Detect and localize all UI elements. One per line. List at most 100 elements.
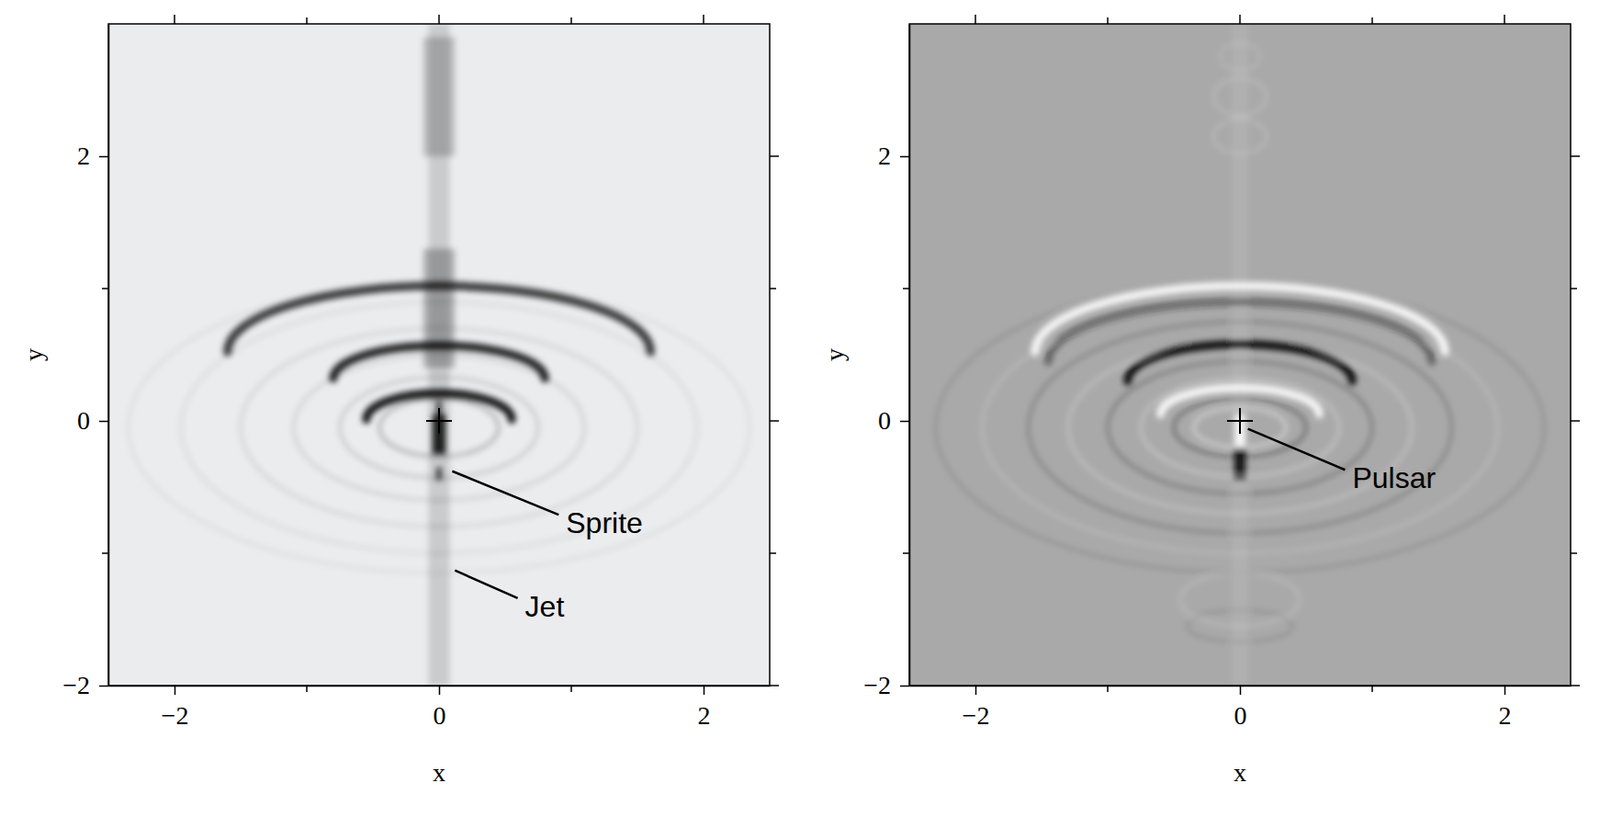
- x-tick-label: 2: [698, 700, 711, 730]
- ring: [240, 327, 638, 527]
- x-tick-mark: [439, 685, 441, 695]
- plot-area: [108, 23, 770, 686]
- frame: [108, 23, 770, 686]
- y-tick: −2: [62, 670, 109, 699]
- emission: [128, 23, 751, 686]
- y-tick-mark: [900, 420, 910, 423]
- x-tick-mark: [438, 14, 440, 24]
- ring: [1213, 119, 1267, 154]
- leader-line: [454, 570, 518, 598]
- y-tick: −2: [863, 670, 910, 699]
- annotations: SpriteJet: [451, 471, 643, 623]
- x-tick-mark: [975, 685, 978, 695]
- y-tick-mark: [902, 552, 910, 554]
- ring: [1107, 360, 1373, 494]
- y-tick-mark: [900, 156, 910, 158]
- ring: [1180, 573, 1300, 627]
- tick-marks: [902, 14, 1580, 692]
- x-axis-title: x: [432, 757, 446, 787]
- cross-v: [1239, 407, 1241, 434]
- emission: [935, 23, 1544, 686]
- band: [423, 248, 456, 369]
- x-tick-mark: [1239, 14, 1241, 24]
- y-tick-mark: [1570, 419, 1580, 422]
- y-tick-mark: [99, 685, 109, 688]
- x-tick-mark: [1106, 685, 1109, 692]
- y-tick-mark: [101, 287, 109, 290]
- x-tick: −2: [962, 685, 991, 730]
- ring: [1028, 321, 1453, 533]
- x-tick-mark: [305, 17, 308, 24]
- arc: [333, 345, 545, 379]
- x-axis-title: x: [1233, 757, 1247, 787]
- x-tick: 0: [1234, 685, 1248, 730]
- x-axis: −2 0 2: [109, 685, 771, 730]
- y-axis-line: [909, 24, 912, 687]
- x-tick-mark: [174, 685, 177, 695]
- y-tick: 2: [77, 141, 109, 170]
- x-tick-mark: [570, 17, 573, 24]
- ring: [1186, 609, 1293, 643]
- y-tick-mark: [902, 287, 910, 290]
- x-tick: −2: [161, 685, 190, 730]
- x-tick-mark: [703, 685, 706, 695]
- y-tick: 2: [878, 141, 910, 170]
- y-axis: −202: [863, 24, 910, 700]
- y-tick-mark: [101, 552, 109, 554]
- y-tick-mark: [769, 419, 779, 422]
- y-tick-mark: [99, 420, 109, 423]
- band: [423, 36, 456, 157]
- ring: [180, 301, 698, 553]
- x-tick: 2: [1498, 685, 1512, 730]
- y-tick: 0: [77, 405, 109, 435]
- x-axis: −2 0 2: [910, 685, 1572, 730]
- x-tick-mark: [1371, 685, 1374, 692]
- y-tick-label: −2: [62, 670, 91, 699]
- y-tick-mark: [1570, 155, 1580, 158]
- ring: [1173, 398, 1307, 457]
- x-tick-label: 0: [1234, 700, 1248, 730]
- ring: [1213, 78, 1267, 115]
- ring: [935, 281, 1544, 574]
- y-tick-mark: [1570, 684, 1580, 687]
- ring: [128, 281, 751, 574]
- band: [1231, 23, 1248, 686]
- arc: [1047, 301, 1432, 361]
- panel: −2 0 2 −2 0 2 x y SpriteJet: [19, 14, 779, 787]
- leader-line: [1248, 428, 1346, 471]
- x-tick-mark: [305, 685, 308, 692]
- tick-marks: [101, 14, 779, 692]
- y-tick-mark: [900, 685, 910, 688]
- plot-area: [909, 23, 1571, 686]
- x-tick-label: 2: [1498, 700, 1512, 730]
- y-axis-title: y: [820, 348, 849, 361]
- frame: [909, 23, 1571, 686]
- ring: [981, 301, 1499, 553]
- x-tick-mark: [974, 14, 977, 24]
- x-tick-label: −2: [962, 700, 991, 730]
- ring: [1194, 407, 1287, 448]
- leader-line: [451, 471, 559, 515]
- x-tick-mark: [1106, 17, 1109, 24]
- cross-v: [438, 407, 440, 434]
- figure: −202−202xySpriteJet−202−202xyPulsar: [0, 0, 1600, 817]
- y-tick-mark: [769, 684, 779, 687]
- y-axis-title: y: [19, 348, 48, 361]
- x-tick-mark: [173, 14, 176, 24]
- annotation-label: Jet: [525, 589, 565, 623]
- panel: −202−202xyPulsar: [820, 14, 1580, 787]
- y-tick-mark: [769, 155, 779, 158]
- ring: [1219, 44, 1260, 71]
- x-tick: 0: [433, 685, 447, 730]
- y-tick-mark: [769, 552, 777, 554]
- annotations: Pulsar: [1248, 428, 1437, 496]
- panel-background: [909, 23, 1571, 686]
- x-tick-mark: [1239, 685, 1242, 695]
- annotation-label: Pulsar: [1352, 461, 1436, 495]
- x-tick-mark: [1503, 14, 1506, 24]
- y-tick-mark: [1570, 552, 1578, 554]
- arc: [1127, 343, 1353, 381]
- x-tick-label: −2: [161, 700, 190, 730]
- y-tick-label: 0: [77, 405, 91, 435]
- y-tick-mark: [99, 156, 109, 158]
